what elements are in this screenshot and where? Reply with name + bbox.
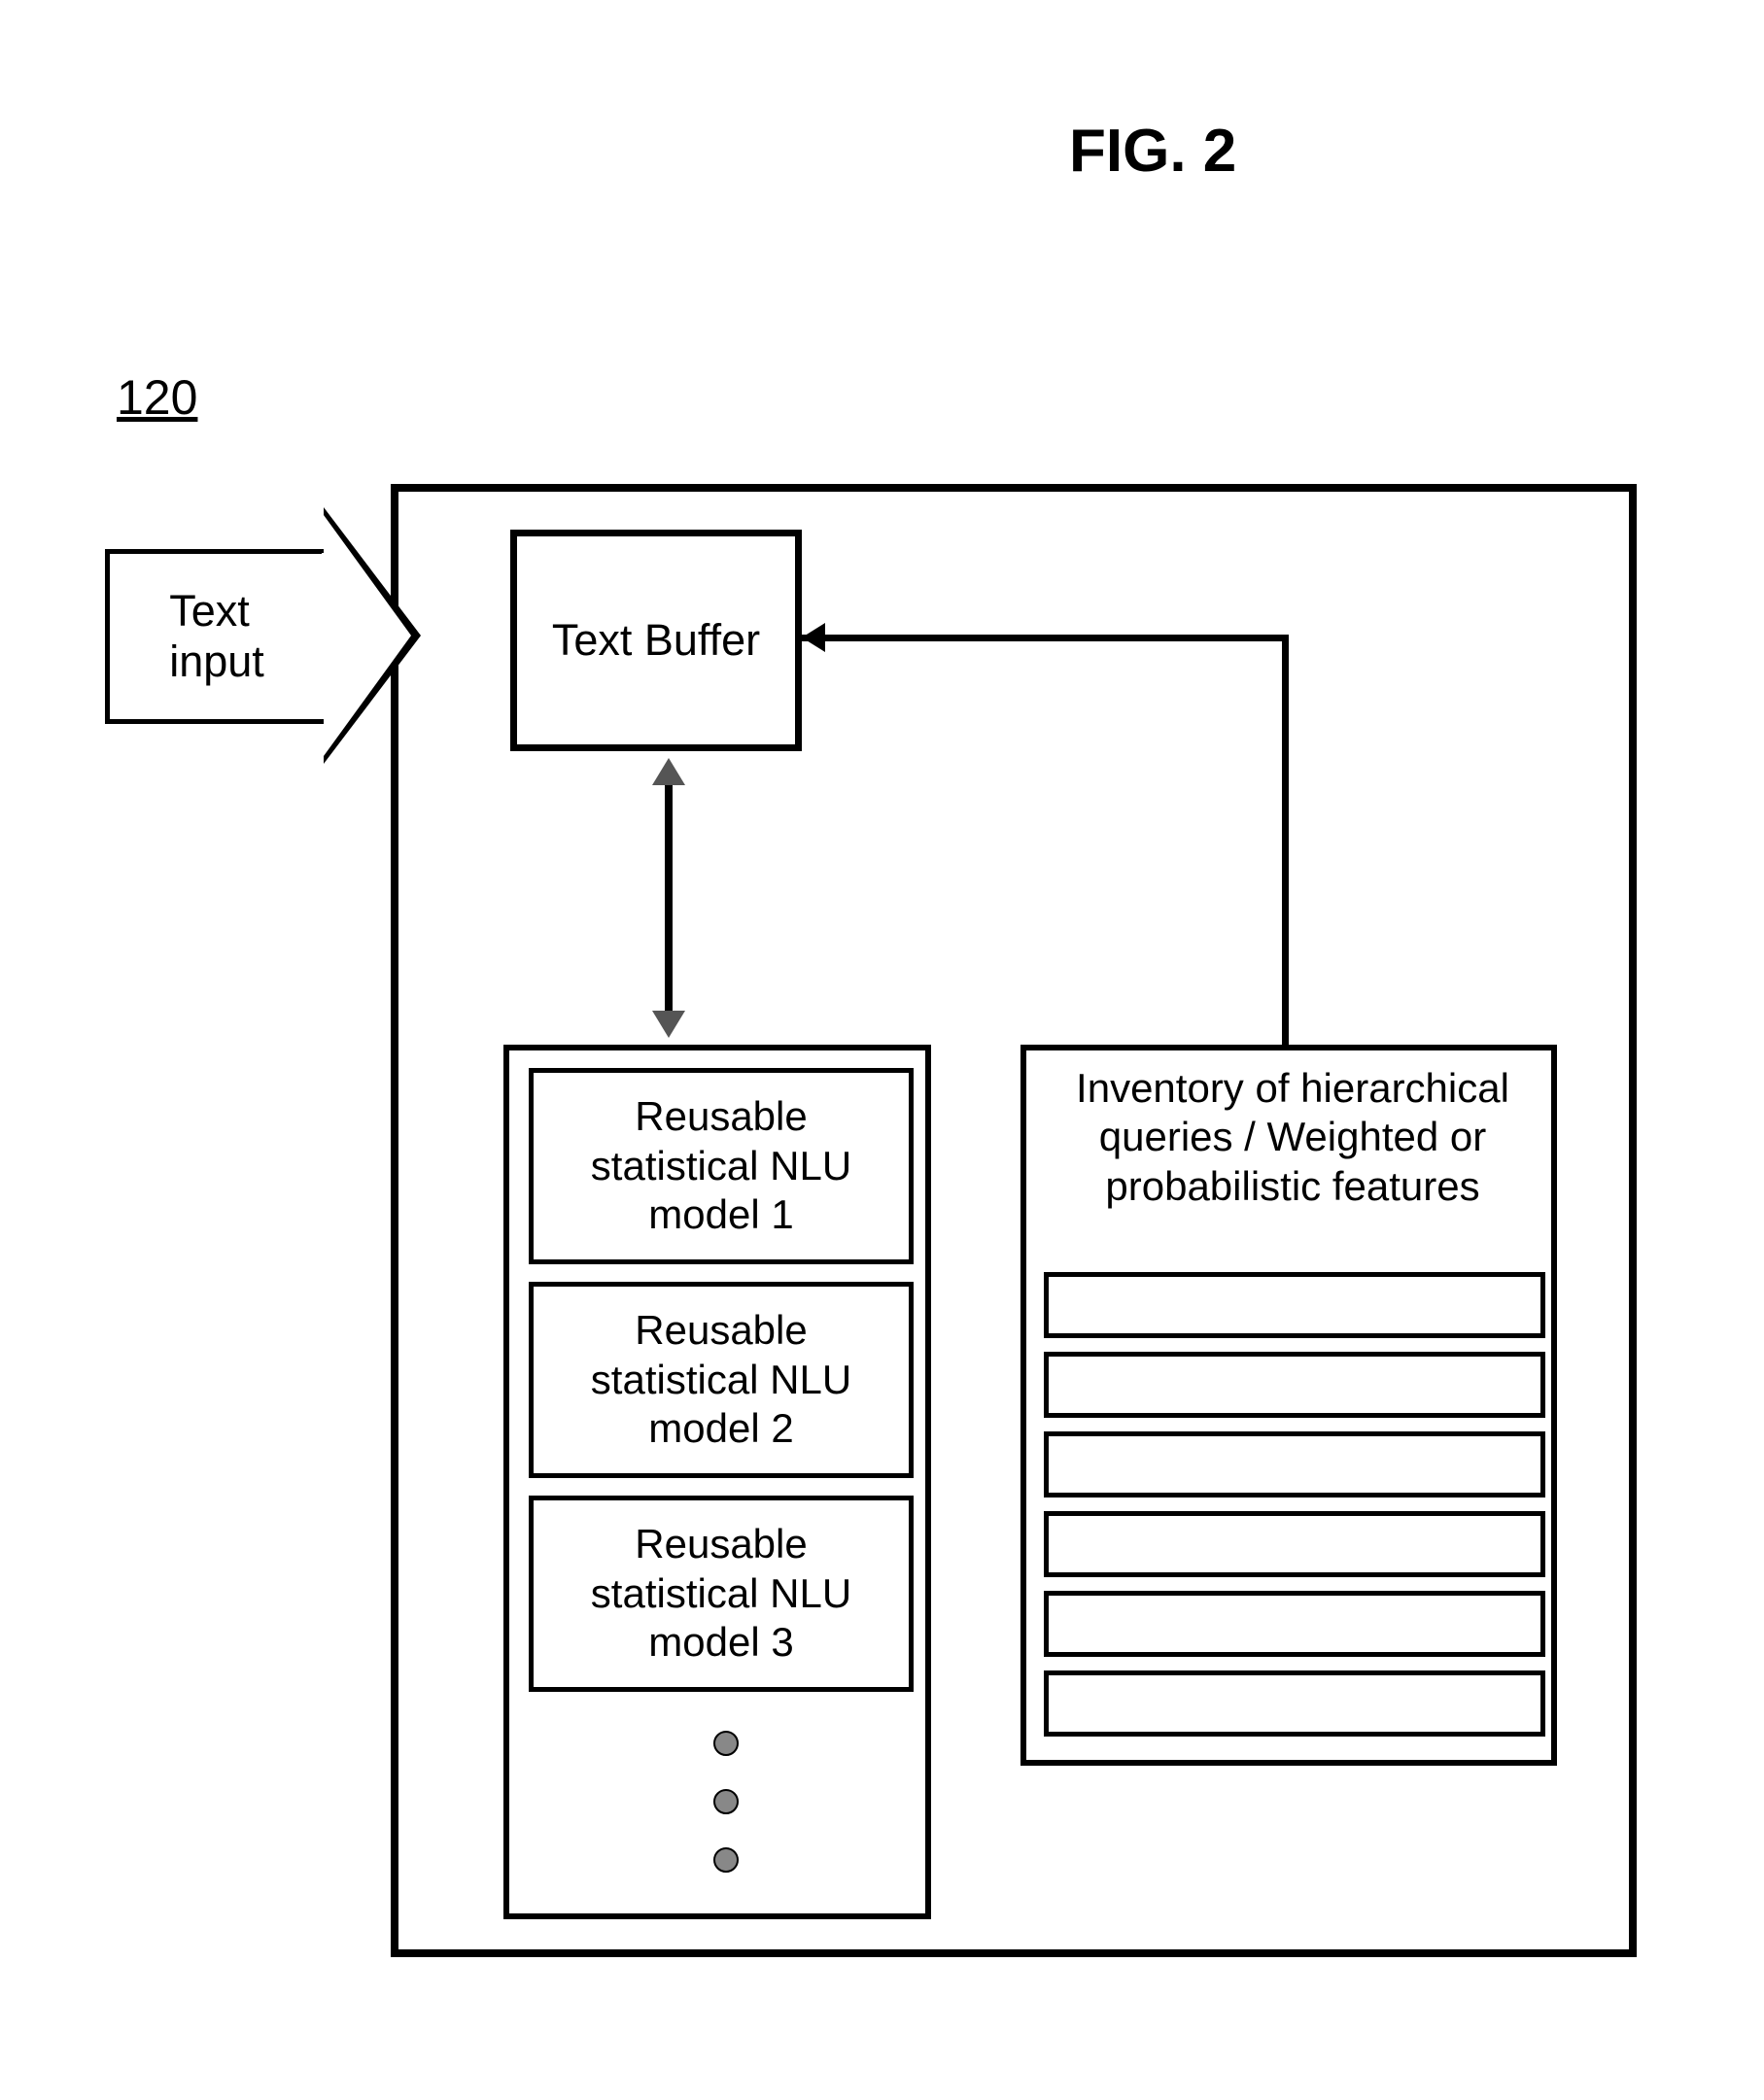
ellipsis-dot-1: [713, 1731, 739, 1756]
inventory-title: Inventory of hierarchicalqueries / Weigh…: [1040, 1064, 1545, 1211]
inventory-row-6: [1044, 1670, 1545, 1737]
text-buffer-box: Text Buffer: [510, 530, 802, 751]
text-input-arrow-head: [324, 507, 421, 764]
model-box-1: Reusablestatistical NLUmodel 1: [529, 1068, 914, 1264]
models-column: Reusablestatistical NLUmodel 1 Reusablest…: [503, 1045, 931, 1919]
connector-vertical: [1282, 637, 1289, 1045]
text-input-arrow-body: Textinput: [105, 549, 324, 724]
inventory-row-2: [1044, 1352, 1545, 1418]
model-label-3: Reusablestatistical NLUmodel 3: [591, 1520, 851, 1667]
text-input-label: Textinput: [169, 586, 264, 687]
model-box-3: Reusablestatistical NLUmodel 3: [529, 1496, 914, 1692]
page: FIG. 2 120 Textinput Text Buffer Reusabl…: [0, 0, 1764, 2100]
model-box-2: Reusablestatistical NLUmodel 2: [529, 1282, 914, 1478]
reference-number: 120: [117, 369, 197, 426]
double-arrow-shaft: [665, 771, 673, 1025]
inventory-row-5: [1044, 1591, 1545, 1657]
inventory-row-1: [1044, 1272, 1545, 1338]
model-label-1: Reusablestatistical NLUmodel 1: [591, 1092, 851, 1239]
inventory-box: Inventory of hierarchicalqueries / Weigh…: [1020, 1045, 1557, 1766]
ellipsis-dot-2: [713, 1789, 739, 1814]
inventory-row-4: [1044, 1511, 1545, 1577]
model-label-2: Reusablestatistical NLUmodel 2: [591, 1306, 851, 1453]
ellipsis-dot-3: [713, 1847, 739, 1873]
figure-title: FIG. 2: [1069, 117, 1236, 186]
inventory-row-3: [1044, 1431, 1545, 1498]
connector-horizontal: [802, 635, 1289, 641]
arrowhead-into-textbuffer: [802, 623, 825, 652]
text-buffer-label: Text Buffer: [552, 615, 760, 666]
double-arrowhead-up: [652, 758, 685, 785]
double-arrowhead-down: [652, 1011, 685, 1038]
